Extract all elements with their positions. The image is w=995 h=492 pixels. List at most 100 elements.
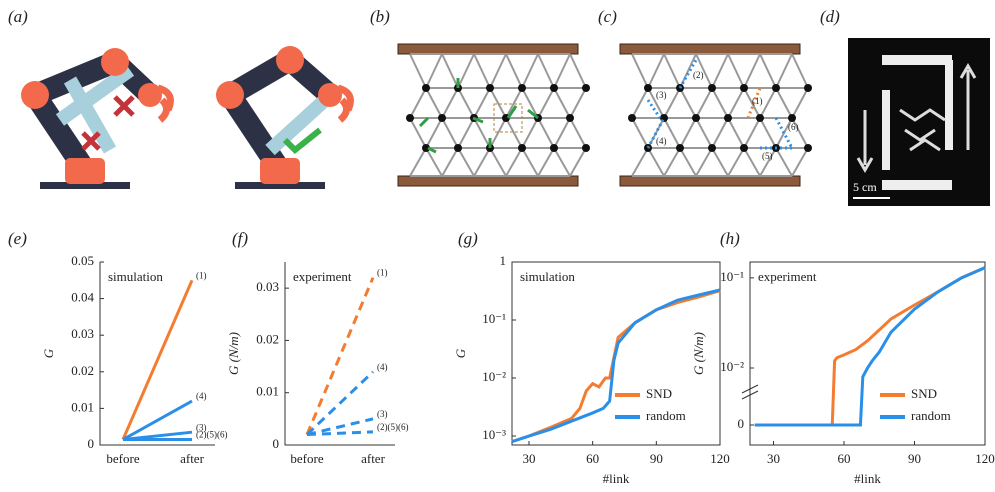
- link: [538, 148, 554, 176]
- link: [458, 54, 474, 88]
- link: [728, 118, 744, 148]
- y-tick-label: 0.01: [71, 399, 94, 414]
- link: [442, 118, 458, 148]
- annotation: simulation: [108, 269, 163, 284]
- link: [632, 118, 648, 148]
- link: [570, 88, 586, 118]
- link: [490, 54, 506, 88]
- series-line: [755, 268, 985, 425]
- x-tick-label: 60: [586, 451, 599, 466]
- link: [776, 54, 792, 88]
- node: [708, 144, 716, 152]
- link-label: (4): [656, 136, 667, 146]
- link: [648, 54, 664, 88]
- link: [506, 54, 522, 88]
- y-axis-label: G (N/m): [691, 332, 706, 375]
- x-tick-label: 60: [838, 451, 851, 466]
- link: [506, 148, 522, 176]
- node: [740, 144, 748, 152]
- y-tick-label: 0: [738, 416, 745, 431]
- rail: [620, 44, 800, 54]
- series-line: [123, 280, 192, 439]
- link: [474, 148, 490, 176]
- y-tick-label: 10⁻²: [482, 369, 506, 384]
- legend-label: random: [911, 408, 951, 423]
- link: [474, 88, 490, 118]
- link: [442, 54, 458, 88]
- series-label: (1): [377, 268, 388, 278]
- annotation: experiment: [758, 269, 817, 284]
- link: [712, 148, 728, 176]
- link: [426, 118, 442, 148]
- y-tick-label: 0.04: [71, 290, 94, 305]
- axis: [100, 262, 215, 445]
- robot-arm: [21, 48, 170, 189]
- link: [648, 148, 664, 176]
- link: [570, 118, 586, 148]
- x-tick-label: 30: [767, 451, 780, 466]
- link: [680, 118, 696, 148]
- node: [740, 84, 748, 92]
- link: [522, 54, 538, 88]
- panel-label: (c): [598, 7, 617, 26]
- diagrams: [21, 38, 990, 206]
- link: [776, 88, 792, 118]
- link: [744, 54, 760, 88]
- y-tick-label: 0.03: [71, 326, 94, 341]
- node: [422, 84, 430, 92]
- link: [712, 118, 728, 148]
- link: [664, 54, 680, 88]
- link: [426, 88, 442, 118]
- node: [582, 84, 590, 92]
- y-axis-label: G (N/m): [226, 332, 241, 375]
- y-tick-label: 0: [88, 436, 95, 451]
- series-line: [307, 372, 373, 435]
- node: [518, 144, 526, 152]
- panel-label: (d): [820, 7, 840, 26]
- link: [442, 88, 458, 118]
- link: [632, 88, 648, 118]
- link: [538, 54, 554, 88]
- link-label: (6): [788, 122, 799, 132]
- link: [474, 54, 490, 88]
- link: [728, 148, 744, 176]
- y-tick-label: 10⁻²: [720, 359, 744, 374]
- annotation: experiment: [293, 269, 352, 284]
- node: [708, 84, 716, 92]
- link: [776, 148, 792, 176]
- arrow: [420, 118, 428, 126]
- link: [442, 148, 458, 176]
- series-line: [307, 278, 373, 435]
- node: [550, 144, 558, 152]
- x-tick-label: 120: [975, 451, 995, 466]
- node: [804, 84, 812, 92]
- panel-label: (e): [8, 229, 27, 248]
- link: [696, 118, 712, 148]
- node: [676, 144, 684, 152]
- panel-label: (a): [8, 7, 28, 26]
- series-line: [307, 432, 373, 435]
- link: [632, 148, 648, 176]
- series-label: (4): [377, 362, 388, 372]
- link: [744, 118, 760, 148]
- y-tick-label: 0.02: [256, 331, 279, 346]
- link: [554, 54, 570, 88]
- link: [696, 88, 712, 118]
- link: [426, 54, 442, 88]
- panel-label: (h): [720, 229, 740, 248]
- series-label: (1): [196, 270, 207, 280]
- x-tick-label: before: [106, 451, 139, 466]
- node: [756, 114, 764, 122]
- node: [724, 114, 732, 122]
- node: [406, 114, 414, 122]
- link: [538, 118, 554, 148]
- link-label: (5): [762, 151, 773, 161]
- y-tick-label: 0.01: [256, 384, 279, 399]
- link: [506, 88, 522, 118]
- x-tick-label: 120: [710, 451, 730, 466]
- x-tick-label: before: [290, 451, 323, 466]
- link: [712, 54, 728, 88]
- link: [744, 148, 760, 176]
- link: [632, 54, 648, 88]
- link: [506, 118, 522, 148]
